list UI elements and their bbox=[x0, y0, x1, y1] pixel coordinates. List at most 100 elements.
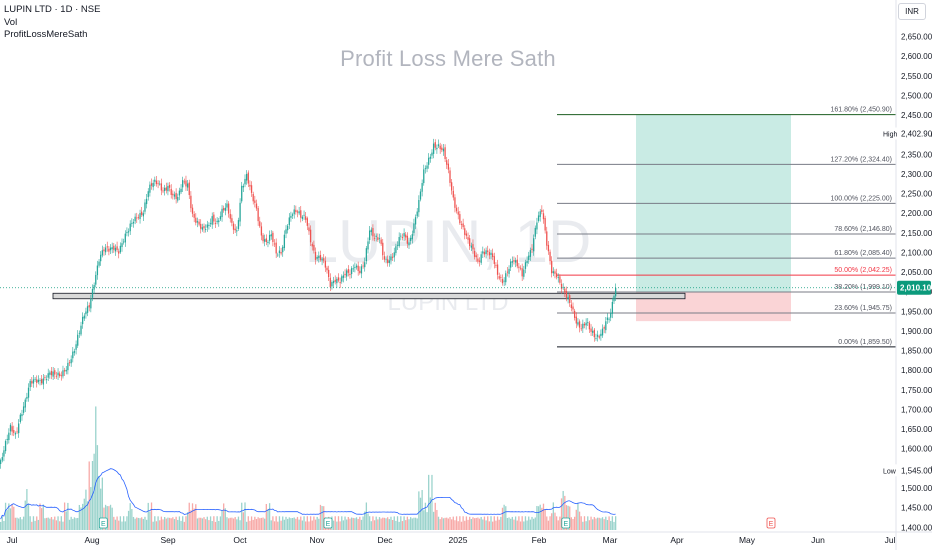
candle-body[interactable] bbox=[393, 252, 395, 258]
candle-body[interactable] bbox=[91, 288, 94, 298]
candle-body[interactable] bbox=[278, 250, 281, 254]
candle-body[interactable] bbox=[580, 328, 582, 330]
candle-body[interactable] bbox=[506, 271, 509, 273]
candle-body[interactable] bbox=[503, 280, 505, 282]
candle-body[interactable] bbox=[505, 273, 507, 283]
candle-body[interactable] bbox=[562, 287, 564, 289]
candle-body[interactable] bbox=[1, 457, 3, 461]
candle-body[interactable] bbox=[226, 203, 228, 208]
candle-body[interactable] bbox=[508, 268, 510, 274]
candle-body[interactable] bbox=[570, 304, 573, 309]
candle-body[interactable] bbox=[388, 260, 390, 263]
candle-body[interactable] bbox=[610, 312, 612, 318]
candle-body[interactable] bbox=[373, 237, 376, 239]
candle-body[interactable] bbox=[139, 213, 141, 219]
candle-body[interactable] bbox=[206, 224, 208, 228]
candle-body[interactable] bbox=[577, 322, 579, 325]
candle-body[interactable] bbox=[85, 311, 87, 315]
candle-body[interactable] bbox=[524, 262, 527, 269]
candlestick-series[interactable] bbox=[0, 138, 617, 469]
candle-body[interactable] bbox=[223, 208, 225, 211]
candle-body[interactable] bbox=[126, 232, 128, 234]
candle-body[interactable] bbox=[293, 209, 295, 215]
candle-body[interactable] bbox=[603, 327, 605, 329]
candle-body[interactable] bbox=[439, 145, 441, 150]
candle-body[interactable] bbox=[160, 183, 163, 191]
candle-body[interactable] bbox=[490, 252, 492, 255]
candle-body[interactable] bbox=[510, 261, 512, 268]
candle-body[interactable] bbox=[34, 378, 36, 380]
candle-body[interactable] bbox=[191, 207, 194, 214]
candle-body[interactable] bbox=[83, 315, 85, 319]
candle-body[interactable] bbox=[359, 270, 361, 274]
candle-body[interactable] bbox=[165, 187, 167, 191]
candle-body[interactable] bbox=[554, 271, 556, 274]
candle-body[interactable] bbox=[547, 244, 550, 252]
candle-body[interactable] bbox=[405, 234, 407, 238]
candle-body[interactable] bbox=[408, 242, 410, 246]
candle-body[interactable] bbox=[118, 251, 120, 254]
candle-body[interactable] bbox=[267, 241, 269, 243]
candle-body[interactable] bbox=[149, 184, 151, 193]
candle-body[interactable] bbox=[18, 423, 20, 434]
candle-body[interactable] bbox=[331, 282, 333, 287]
earnings-marker[interactable] bbox=[561, 517, 571, 529]
candle-body[interactable] bbox=[201, 227, 204, 230]
candle-body[interactable] bbox=[159, 183, 161, 185]
candle-body[interactable] bbox=[337, 277, 340, 281]
candle-body[interactable] bbox=[65, 369, 67, 372]
candle-body[interactable] bbox=[175, 192, 177, 199]
candle-body[interactable] bbox=[32, 379, 35, 384]
candle-body[interactable] bbox=[234, 228, 236, 231]
candle-body[interactable] bbox=[232, 223, 235, 230]
candle-body[interactable] bbox=[6, 438, 8, 441]
candle-body[interactable] bbox=[428, 157, 430, 165]
candle-body[interactable] bbox=[270, 234, 272, 237]
candle-body[interactable] bbox=[350, 268, 353, 275]
candle-body[interactable] bbox=[211, 216, 213, 225]
dividend-marker[interactable] bbox=[766, 517, 776, 529]
candle-body[interactable] bbox=[378, 238, 381, 240]
candle-body[interactable] bbox=[108, 248, 110, 252]
candle-body[interactable] bbox=[608, 318, 610, 320]
candle-body[interactable] bbox=[464, 228, 466, 235]
candle-body[interactable] bbox=[372, 228, 374, 237]
candle-body[interactable] bbox=[383, 256, 386, 260]
indicator-label[interactable]: ProfitLossMereSath bbox=[4, 29, 88, 40]
candle-body[interactable] bbox=[395, 246, 397, 254]
candle-body[interactable] bbox=[249, 184, 251, 187]
candle-body[interactable] bbox=[298, 211, 300, 214]
candle-body[interactable] bbox=[242, 185, 245, 188]
candle-body[interactable] bbox=[272, 232, 274, 243]
candle-body[interactable] bbox=[193, 214, 195, 218]
candle-body[interactable] bbox=[482, 251, 484, 254]
candle-body[interactable] bbox=[4, 441, 7, 452]
candle-body[interactable] bbox=[287, 225, 289, 231]
candle-body[interactable] bbox=[523, 269, 525, 277]
candle-body[interactable] bbox=[387, 259, 389, 264]
candle-body[interactable] bbox=[209, 223, 212, 224]
candle-body[interactable] bbox=[247, 172, 249, 184]
candle-body[interactable] bbox=[431, 152, 433, 156]
candle-body[interactable] bbox=[344, 273, 346, 276]
candle-body[interactable] bbox=[111, 247, 113, 250]
candle-body[interactable] bbox=[19, 414, 21, 422]
candle-body[interactable] bbox=[306, 218, 308, 226]
candle-body[interactable] bbox=[96, 265, 99, 276]
candle-body[interactable] bbox=[480, 254, 482, 263]
candle-body[interactable] bbox=[354, 267, 356, 268]
candle-body[interactable] bbox=[501, 279, 504, 284]
candle-body[interactable] bbox=[485, 250, 487, 255]
candle-body[interactable] bbox=[106, 246, 108, 248]
candle-body[interactable] bbox=[332, 281, 335, 284]
candle-body[interactable] bbox=[546, 231, 548, 246]
candle-body[interactable] bbox=[472, 244, 474, 250]
candle-body[interactable] bbox=[585, 322, 587, 326]
candle-body[interactable] bbox=[416, 211, 418, 217]
candle-body[interactable] bbox=[496, 264, 499, 275]
candle-body[interactable] bbox=[221, 208, 223, 218]
candle-body[interactable] bbox=[398, 236, 400, 247]
candle-body[interactable] bbox=[483, 251, 486, 255]
candle-body[interactable] bbox=[63, 370, 66, 372]
candle-body[interactable] bbox=[60, 375, 62, 377]
